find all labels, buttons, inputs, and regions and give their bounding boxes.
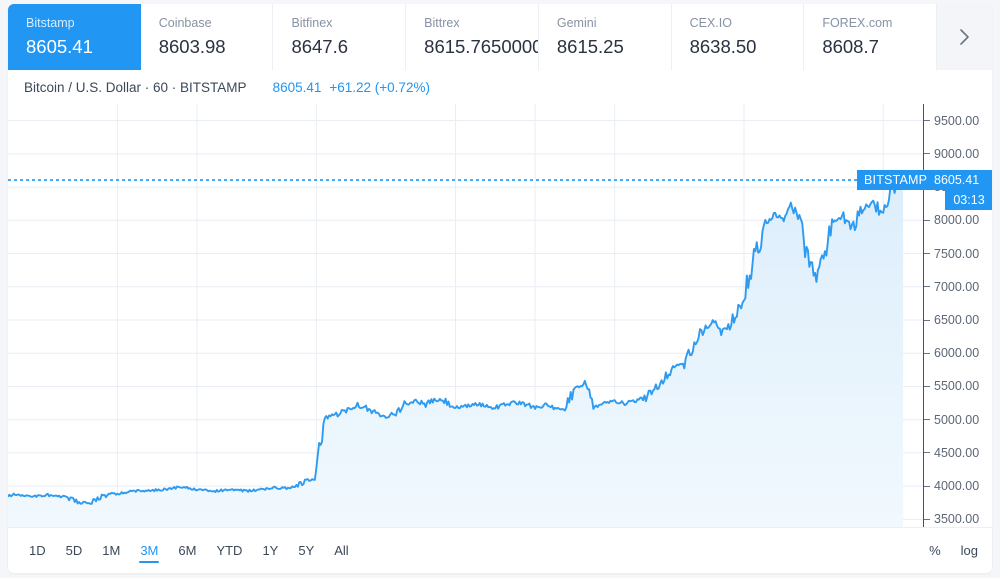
price-axis-tick: 5000.00 [924,412,979,428]
price-axis-tick: 3500.00 [924,511,979,527]
legend-symbol: Bitcoin / U.S. Dollar · 60 · BITSTAMP [24,80,247,95]
range-button-1m[interactable]: 1M [102,542,121,558]
price-tick-dash [924,153,930,155]
price-tick-dash [924,286,930,288]
legend-change: +61.22 (+0.72%) [329,80,430,95]
exchange-tab-bitstamp[interactable]: Bitstamp 8605.41 [8,4,141,70]
price-tick-label: 6500.00 [934,313,980,327]
price-tick-dash [924,253,930,255]
chart-card: Bitcoin / U.S. Dollar · 60 · BITSTAMP 86… [8,70,992,570]
exchange-tabs-list: Bitstamp 8605.41 Coinbase 8603.98 Bitfinex 86… [8,4,937,70]
price-line [8,179,905,505]
time-range-buttons: 1D 5D 1M 3M 6M YTD 1Y 5Y All [22,528,356,574]
chart-plot-area[interactable] [8,104,923,536]
bar-countdown-value: 03:13 [953,193,985,208]
exchange-tab-bitfinex[interactable]: Bitfinex 8647.6 [273,4,407,70]
range-button-6m[interactable]: 6M [178,542,197,558]
price-tick-label: 4000.00 [934,479,980,494]
exchange-tab-coinbase[interactable]: Coinbase 8603.98 [140,4,274,70]
range-button-1y[interactable]: 1Y [262,542,279,558]
price-tick-dash [924,319,930,321]
price-axis-tick: 9000.00 [924,146,979,162]
exchange-tab-gemini[interactable]: Gemini 8615.25 [538,4,672,70]
price-axis-tick: 9500.00 [924,113,979,129]
exchange-tab-name: CEX.IO [689,16,732,30]
price-tick-dash [924,385,930,387]
chart-source-tag-label: BITSTAMP [864,173,928,188]
price-axis-tick: 7500.00 [924,246,979,262]
price-tick-dash [924,452,930,454]
exchange-tab-price: 8647.6 [291,36,349,57]
exchange-tab-price: 8608.7 [822,36,879,57]
range-button-3m[interactable]: 3M [133,538,165,565]
exchange-tab-name: Bitfinex [291,16,333,30]
price-tick-label: 4500.00 [934,445,980,460]
range-button-5y[interactable]: 5Y [298,542,315,558]
exchange-tab-name: FOREX.com [822,16,893,30]
exchange-tab-name: Bitstamp [26,16,75,30]
price-axis-tick: 4500.00 [924,445,979,461]
range-button-ytd[interactable]: YTD [216,542,243,558]
exchange-tab-cex-io[interactable]: CEX.IO 8638.50 [671,4,805,70]
bottom-toolbar: 1D 5D 1M 3M 6M YTD 1Y 5Y All % log [8,527,992,573]
exchange-tab-price: 8615.25 [556,36,624,57]
price-axis[interactable]: 3500.00 4000.00 4500.00 5000.00 5500.00 6000.… [923,104,992,536]
exchange-tab-bittrex[interactable]: Bittrex 8615.76500000 [406,4,539,70]
exchange-tab-price: 8605.41 [26,36,93,57]
range-button-all[interactable]: All [334,542,349,558]
price-axis-tick: 6000.00 [924,345,979,361]
current-price-badge: 8605.41 [924,170,992,191]
price-tick-dash [924,120,930,122]
price-axis-tick: 7000.00 [924,279,979,295]
price-axis-tick: 4000.00 [924,478,979,494]
price-tick-label: 7500.00 [934,246,980,261]
exchange-tab-price: 8615.76500000 [424,36,538,57]
scale-options: % log [929,528,978,574]
price-tick-dash [924,352,930,354]
price-axis-tick: 8000.00 [924,212,979,228]
price-tick-label: 5000.00 [934,412,980,427]
range-button-5d[interactable]: 5D [65,542,83,558]
log-scale-toggle[interactable]: log [960,543,978,558]
price-axis-tick: 6500.00 [924,312,979,328]
price-area-chart [8,104,923,536]
exchange-tab-forex-com[interactable]: FOREX.com 8608.7 [804,4,937,70]
price-tick-label: 6000.00 [934,346,980,361]
bar-countdown-badge: 03:13 [945,190,992,211]
price-tick-dash [924,485,930,487]
tabs-next-button[interactable] [936,4,992,70]
price-tick-label: 3500.00 [934,512,980,527]
price-area-fill [8,180,904,536]
percent-scale-toggle[interactable]: % [929,543,941,558]
exchange-tab-name: Coinbase [158,16,212,30]
price-tick-label: 9000.00 [934,146,980,161]
price-axis-tick: 5500.00 [924,378,979,394]
price-tick-label: 8000.00 [934,213,980,228]
exchange-tab-name: Gemini [556,16,597,30]
price-tick-dash [924,518,930,520]
price-tick-dash [924,419,930,421]
range-button-1d[interactable]: 1D [29,542,46,558]
chevron-right-icon [958,27,971,47]
price-tick-label: 5500.00 [934,379,980,394]
exchange-tab-price: 8603.98 [158,36,226,57]
exchange-tabs-bar: Bitstamp 8605.41 Coinbase 8603.98 Bitfinex 86… [8,4,992,70]
price-tick-label: 9500.00 [934,113,980,128]
exchange-tab-price: 8638.50 [689,36,757,57]
chart-legend: Bitcoin / U.S. Dollar · 60 · BITSTAMP 86… [24,80,430,95]
chart-source-tag: BITSTAMP [857,170,935,191]
legend-last-price: 8605.41 [272,80,322,95]
price-tick-dash [924,219,930,221]
exchange-tab-name: Bittrex [424,16,460,30]
current-price-value: 8605.41 [934,173,980,188]
price-tick-label: 7000.00 [934,279,980,294]
